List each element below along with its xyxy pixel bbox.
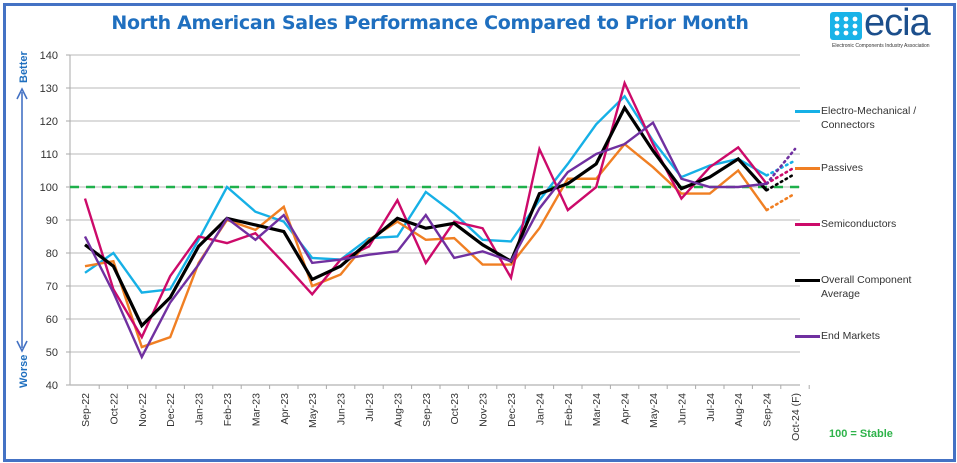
x-tick-label: Jun-23 — [336, 393, 348, 425]
x-tick-label: Apr-24 — [620, 393, 632, 425]
y-tick-label: 40 — [46, 380, 58, 392]
x-tick-label: Feb-23 — [222, 393, 234, 426]
x-tick-label: Apr-23 — [279, 393, 291, 425]
legend-item-overall[interactable]: Overall Component Average — [795, 273, 936, 301]
forecast-line-end — [765, 147, 797, 185]
y-tick-label: 70 — [46, 281, 58, 293]
forecast-line-electro — [765, 159, 797, 177]
better-worse-arrow: Better Worse — [16, 50, 30, 388]
legend-label: Electro-Mechanical / Connectors — [821, 105, 917, 131]
x-tick-label: Jun-24 — [676, 393, 688, 425]
x-tick-label: Mar-24 — [591, 393, 603, 426]
x-tick-label: Sep-24 — [762, 393, 774, 427]
x-tick-label: Jul-23 — [364, 393, 376, 422]
series-line-electro — [84, 94, 768, 294]
arrow-down-icon — [16, 340, 28, 353]
x-tick-label: Jan-23 — [194, 393, 206, 425]
legend-item-end-markets[interactable]: End Markets — [795, 329, 936, 343]
x-tick-label: Sep-23 — [421, 393, 433, 427]
series-line-overall — [84, 104, 768, 329]
x-tick-label: Feb-24 — [563, 393, 575, 426]
legend-item-passives[interactable]: Passives — [795, 161, 936, 175]
legend-label: Overall Component Average — [821, 274, 912, 300]
logo-word: ecia — [864, 2, 931, 44]
y-axis-ticks: 40 50 60 70 80 90 100 110 120 130 140 — [40, 50, 71, 392]
y-tick-label: 110 — [40, 149, 58, 161]
x-tick-label: Jul-24 — [705, 393, 717, 422]
legend-swatch-passives — [795, 167, 820, 170]
x-tick-label: Sep-22 — [80, 393, 92, 427]
ecia-logo: ecia Electronic Components Industry Asso… — [830, 2, 948, 54]
x-tick-label: Dec-22 — [165, 393, 177, 427]
x-tick-label: Oct-23 — [449, 393, 461, 425]
x-tick-label: Oct-22 — [108, 393, 120, 425]
legend-label: End Markets — [821, 330, 880, 342]
arrow-up-icon — [16, 87, 28, 100]
better-label: Better — [18, 50, 30, 83]
legend: Electro-Mechanical / Connectors Passives… — [795, 0, 945, 440]
forecast-line-semis — [765, 165, 797, 185]
x-tick-label: Mar-23 — [250, 393, 262, 426]
y-tick-label: 50 — [46, 347, 58, 359]
series-line-passives — [84, 142, 768, 349]
legend-label: Semiconductors — [821, 218, 897, 230]
forecast-line-passives — [765, 192, 797, 212]
legend-item-electro[interactable]: Electro-Mechanical / Connectors — [795, 104, 936, 132]
series-line-end — [83, 120, 767, 360]
legend-label: Passives — [821, 162, 864, 174]
legend-swatch-overall — [795, 279, 820, 282]
y-tick-label: 80 — [46, 248, 58, 260]
legend-item-semiconductors[interactable]: Semiconductors — [795, 217, 936, 231]
x-axis-ticks: Sep-22 Oct-22 Nov-22 Dec-22 Jan-23 Feb-23 Mar-… — [70, 384, 810, 441]
y-tick-label: 60 — [46, 314, 58, 326]
x-tick-label: Nov-23 — [478, 393, 490, 427]
legend-swatch-electro — [795, 110, 820, 113]
stable-note: 100 = Stable — [829, 428, 893, 440]
x-tick-label: Dec-23 — [506, 393, 518, 427]
x-tick-label: Aug-24 — [733, 393, 745, 427]
x-tick-label: Oct-24 (F) — [790, 393, 802, 441]
forecast-line-overall — [765, 172, 797, 192]
logo-subtitle: Electronic Components Industry Associati… — [832, 43, 930, 49]
y-tick-label: 100 — [40, 182, 58, 194]
x-tick-label: Aug-23 — [392, 393, 404, 427]
x-tick-label: May-24 — [648, 393, 660, 428]
x-tick-label: Jan-24 — [534, 393, 546, 425]
legend-swatch-end-markets — [795, 335, 820, 338]
y-tick-label: 130 — [40, 83, 58, 95]
series-line-semis — [83, 79, 768, 340]
gridlines — [70, 54, 800, 386]
y-tick-label: 140 — [40, 50, 58, 62]
x-tick-label: May-23 — [307, 393, 319, 428]
ecia-logo-icon — [830, 12, 862, 40]
worse-label: Worse — [18, 355, 30, 388]
series-lines — [83, 79, 797, 360]
chart-title: North American Sales Performance Compare… — [111, 12, 749, 34]
y-tick-label: 90 — [46, 215, 58, 227]
y-tick-label: 120 — [40, 116, 58, 128]
legend-swatch-semiconductors — [795, 223, 820, 226]
x-tick-label: Nov-22 — [137, 393, 149, 427]
